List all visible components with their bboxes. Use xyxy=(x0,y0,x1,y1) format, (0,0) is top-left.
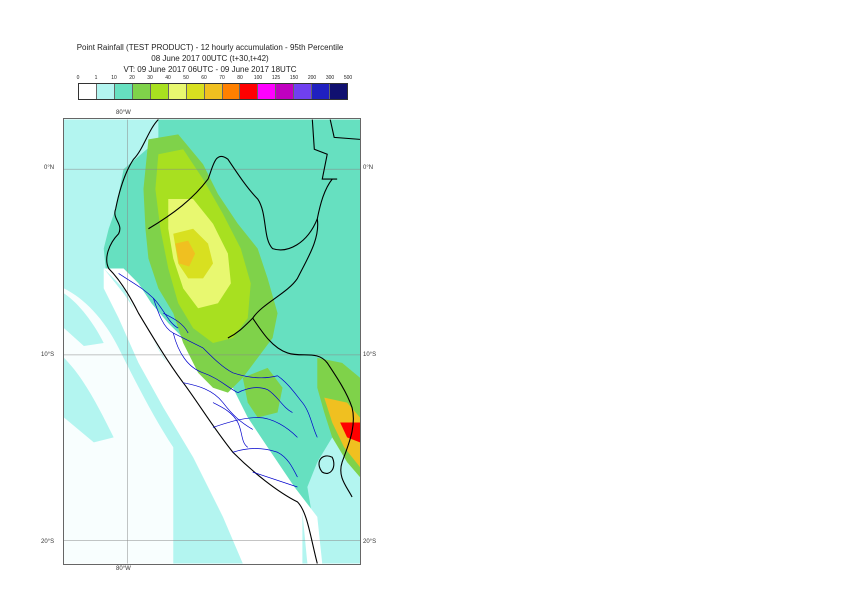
legend-label-10: 100 xyxy=(253,75,263,81)
color-legend xyxy=(78,83,348,100)
se-rain-orange xyxy=(324,397,360,468)
legend-label-2: 10 xyxy=(111,75,117,81)
dry-ocean-patch xyxy=(64,288,174,564)
forecast-run: 08 June 2017 00UTC (t+30,t+42) xyxy=(151,54,269,63)
legend-label-8: 70 xyxy=(219,75,225,81)
legend-swatch-2 xyxy=(114,84,133,99)
lat-20-right-label: 20°S xyxy=(363,539,377,545)
legend-swatch-4 xyxy=(150,84,169,99)
rainfall-map xyxy=(63,118,361,565)
legend-label-12: 150 xyxy=(289,75,299,81)
rain-core-orange xyxy=(175,240,196,267)
country-borders xyxy=(106,119,360,564)
top-longitude-label: 80°W xyxy=(116,110,131,116)
legend-swatch-7 xyxy=(204,84,223,99)
legend-label-0: 0 xyxy=(76,75,80,81)
bottom-longitude-label: 80°W xyxy=(116,566,131,572)
legend-swatch-9 xyxy=(240,84,259,99)
lat-10-left-label: 10°S xyxy=(41,352,55,358)
legend-swatch-13 xyxy=(312,84,331,99)
legend-label-9: 80 xyxy=(237,75,243,81)
legend-swatch-3 xyxy=(132,84,151,99)
dry-coastal-strip xyxy=(103,268,303,564)
legend-swatch-5 xyxy=(168,84,187,99)
ocean-shower-band xyxy=(64,293,104,346)
legend-label-1: 1 xyxy=(94,75,98,81)
legend-label-5: 40 xyxy=(165,75,171,81)
legend-threshold-labels: 0 1 10 20 30 40 50 60 70 80 100 125 150 200 300 500 xyxy=(76,75,353,83)
lat-0-right-label: 0°N xyxy=(363,165,374,171)
legend-swatch-6 xyxy=(186,84,205,99)
legend-swatch-12 xyxy=(294,84,313,99)
legend-label-13: 200 xyxy=(307,75,317,81)
se-rain-red xyxy=(340,422,360,443)
legend-swatch-8 xyxy=(222,84,241,99)
legend-swatch-10 xyxy=(258,84,277,99)
lat-10-right-label: 10°S xyxy=(363,352,377,358)
dry-coastal-land xyxy=(103,268,323,564)
map-title: Point Rainfall (TEST PRODUCT) - 12 hourl… xyxy=(76,43,344,52)
legend-label-11: 125 xyxy=(271,75,281,81)
legend-swatch-14 xyxy=(330,84,348,99)
ocean-shower-band-2 xyxy=(64,357,114,443)
inland-rain-patch xyxy=(242,367,283,418)
legend-swatch-0 xyxy=(79,84,97,99)
legend-label-14: 300 xyxy=(325,75,335,81)
legend-label-15: 500 xyxy=(343,75,353,81)
legend-label-6: 50 xyxy=(183,75,189,81)
legend-swatch-11 xyxy=(276,84,295,99)
lat-0-left-label: 0°N xyxy=(44,165,55,171)
regional-borders xyxy=(118,273,318,488)
lat-20-left-label: 20°S xyxy=(41,539,55,545)
legend-swatch-1 xyxy=(96,84,115,99)
valid-time: VT: 09 June 2017 06UTC - 09 June 2017 18… xyxy=(123,65,297,74)
legend-label-4: 30 xyxy=(147,75,153,81)
legend-label-3: 20 xyxy=(129,75,135,81)
legend-label-7: 60 xyxy=(201,75,207,81)
